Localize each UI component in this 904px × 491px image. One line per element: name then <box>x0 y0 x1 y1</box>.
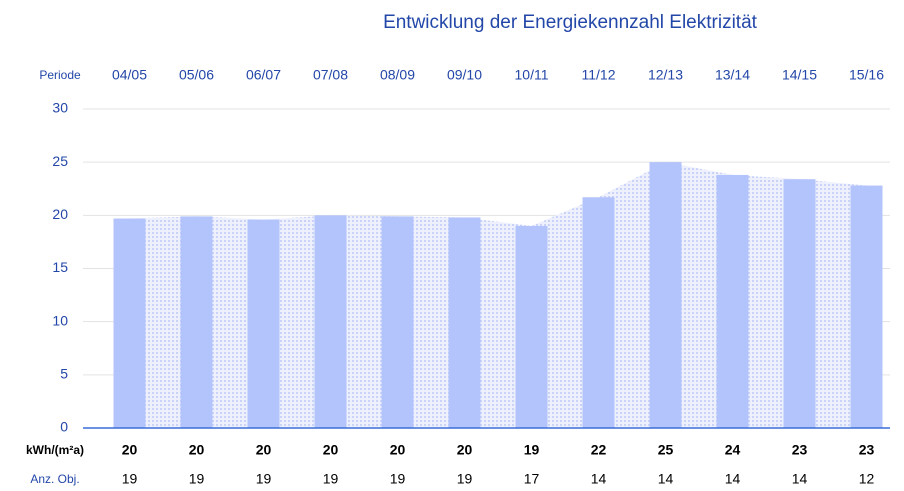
value-label: 24 <box>725 442 741 458</box>
objects-count: 19 <box>256 471 272 487</box>
y-tick-label: 30 <box>52 100 68 116</box>
bar <box>783 179 816 428</box>
objects-count: 19 <box>323 471 339 487</box>
value-label: 20 <box>189 442 205 458</box>
value-label: 22 <box>591 442 607 458</box>
value-label: 23 <box>792 442 808 458</box>
objects-count: 14 <box>591 471 607 487</box>
y-tick-label: 25 <box>52 153 68 169</box>
area <box>129 162 867 428</box>
chart-title: Entwicklung der Energiekennzahl Elektriz… <box>383 12 758 33</box>
bar <box>314 215 347 428</box>
bar <box>180 216 213 428</box>
value-label: 25 <box>658 442 674 458</box>
objects-count: 19 <box>122 471 138 487</box>
bar <box>113 218 146 428</box>
objects-count: 19 <box>457 471 473 487</box>
bar <box>649 162 682 428</box>
value-row-label: kWh/(m²a) <box>26 443 84 457</box>
value-label: 20 <box>256 442 272 458</box>
objects-count: 12 <box>859 471 875 487</box>
bar <box>381 216 414 428</box>
objects-count: 14 <box>725 471 741 487</box>
x-tick-label: 05/06 <box>179 67 214 83</box>
objects-count: 19 <box>390 471 406 487</box>
x-tick-label: 11/12 <box>582 67 616 83</box>
x-tick-label: 10/11 <box>515 67 549 83</box>
bar <box>448 217 481 428</box>
value-label: 20 <box>323 442 339 458</box>
bar <box>582 197 615 428</box>
bar <box>247 219 280 428</box>
x-tick-label: 08/09 <box>380 67 415 83</box>
objects-count: 14 <box>792 471 808 487</box>
value-label: 20 <box>457 442 473 458</box>
x-tick-label: 14/15 <box>782 67 817 83</box>
x-tick-label: 04/05 <box>112 67 147 83</box>
bar <box>515 225 548 428</box>
value-label: 23 <box>859 442 875 458</box>
y-tick-label: 5 <box>60 366 68 382</box>
x-tick-label: 07/08 <box>313 67 348 83</box>
y-tick-label: 0 <box>60 419 68 435</box>
period-label: Periode <box>39 68 81 82</box>
x-tick-label: 13/14 <box>715 67 750 83</box>
objects-count: 19 <box>189 471 205 487</box>
x-tick-label: 06/07 <box>246 67 281 83</box>
y-tick-label: 10 <box>52 312 68 328</box>
bar <box>850 185 883 428</box>
x-tick-label: 09/10 <box>447 67 482 83</box>
value-label: 20 <box>122 442 138 458</box>
y-tick-label: 15 <box>52 259 68 275</box>
x-tick-label: 15/16 <box>849 67 884 83</box>
value-label: 20 <box>390 442 406 458</box>
objects-count: 17 <box>524 471 540 487</box>
value-label: 19 <box>524 442 540 458</box>
x-tick-label: 12/13 <box>648 67 683 83</box>
bar <box>716 174 749 428</box>
y-tick-label: 20 <box>52 206 68 222</box>
objects-row-label: Anz. Obj. <box>30 472 79 486</box>
objects-count: 14 <box>658 471 674 487</box>
